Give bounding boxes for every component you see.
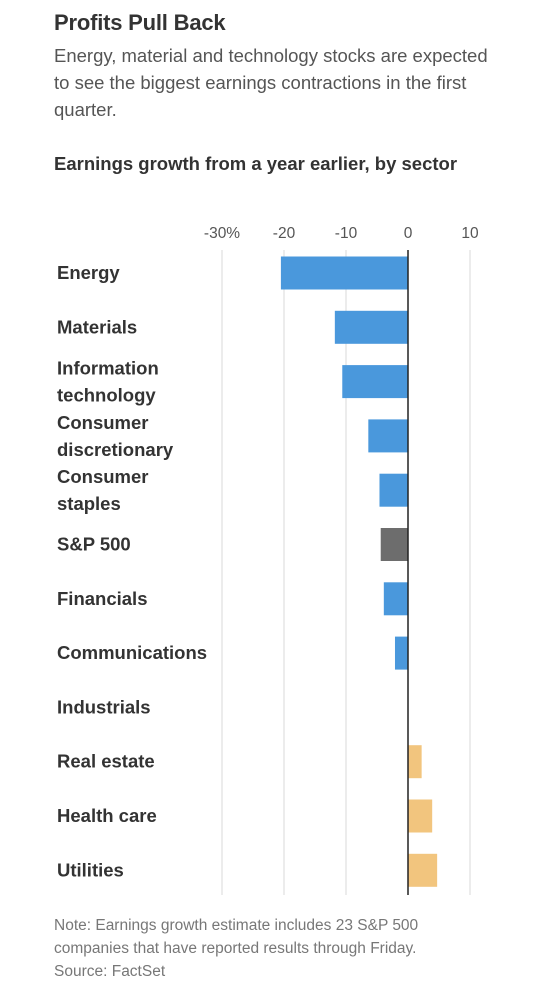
chart-headline: Profits Pull Back <box>54 10 226 35</box>
chart-title: Earnings growth from a year earlier, by … <box>54 153 458 174</box>
category-label: Information technology <box>57 358 159 406</box>
bar <box>280 256 408 290</box>
category-label: Health care <box>57 805 157 826</box>
x-tick-label: -20 <box>273 225 296 242</box>
category-label: S&P 500 <box>57 534 131 555</box>
bar <box>342 365 408 399</box>
bar <box>334 310 408 344</box>
bar <box>368 419 408 453</box>
bar <box>394 636 408 670</box>
x-tick-label: 0 <box>404 225 413 242</box>
bar <box>383 582 408 616</box>
bar <box>380 528 408 561</box>
bar <box>379 473 408 507</box>
chart-footnote: Note: Earnings growth estimate includes … <box>54 914 514 983</box>
bar-chart: -30% -20 -10 0 10 Energy Materials Information t… <box>57 225 479 895</box>
category-label: Consumer discretionary <box>57 412 174 460</box>
bar <box>408 853 438 887</box>
bar <box>408 745 422 779</box>
chart-subtitle: Energy, material and technology stocks a… <box>54 45 488 120</box>
category-label: Consumer staples <box>57 466 149 514</box>
category-label: Industrials <box>57 696 151 717</box>
category-label: Financials <box>57 588 147 609</box>
category-label: Materials <box>57 316 137 337</box>
category-label: Utilities <box>57 859 124 880</box>
note-line-2: companies that have reported results thr… <box>54 940 417 957</box>
category-label: Real estate <box>57 751 155 772</box>
category-label: Energy <box>57 262 120 283</box>
source-text: Source: FactSet <box>54 963 166 980</box>
x-tick-label: -30% <box>204 225 240 242</box>
bar <box>408 799 433 833</box>
note-line-1: Note: Earnings growth estimate includes … <box>54 917 419 934</box>
category-label: Communications <box>57 642 207 663</box>
x-tick-label: 10 <box>461 225 479 242</box>
x-tick-label: -10 <box>335 225 358 242</box>
